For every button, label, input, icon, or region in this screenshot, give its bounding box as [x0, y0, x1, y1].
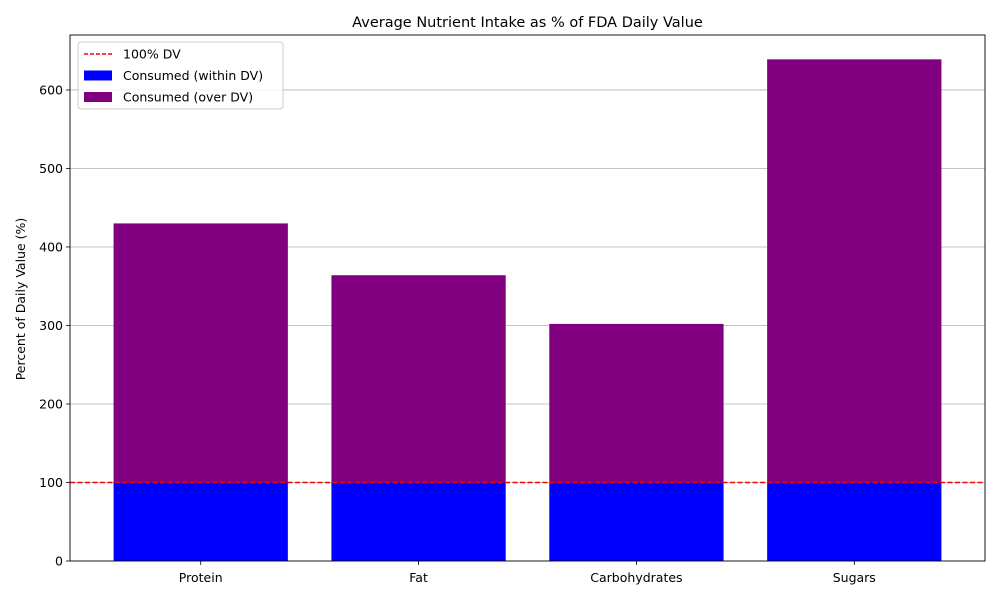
legend: 100% DV Consumed (within DV) Consumed (ove…: [77, 41, 284, 110]
tick-labels: 0 100 200 300 400 500 600 Protein Fat Carbohydrat…: [39, 82, 876, 585]
y-tick-label: 100: [39, 475, 63, 490]
plot-frame: [69, 34, 986, 562]
y-tick-label: 600: [39, 82, 63, 97]
axes: [66, 34, 986, 565]
x-tick-label: Fat: [409, 570, 428, 585]
bar-over-dv-fat: [331, 275, 506, 483]
x-tick-label: Sugars: [833, 570, 876, 585]
y-tick-label: 300: [39, 318, 63, 333]
legend-label: Consumed (within DV): [123, 68, 263, 83]
legend-box: [77, 41, 284, 110]
bar-within-dv-protein: [113, 482, 288, 561]
y-tick-label: 0: [55, 554, 63, 569]
legend-swatch-over-dv: [84, 92, 112, 102]
x-tick-label: Carbohydrates: [590, 570, 682, 585]
chart-title: Average Nutrient Intake as % of FDA Dail…: [352, 15, 703, 31]
legend-label: Consumed (over DV): [123, 90, 253, 105]
y-tick-label: 500: [39, 161, 63, 176]
y-tick-label: 200: [39, 396, 63, 411]
bar-within-dv-carbohydrates: [549, 482, 724, 561]
bar-over-dv-carbohydrates: [549, 323, 724, 483]
y-tick-label: 400: [39, 239, 63, 254]
bar-over-dv-sugars: [767, 59, 942, 483]
bar-over-dv-protein: [113, 223, 288, 483]
bar-within-dv-sugars: [767, 482, 942, 561]
x-tick-label: Protein: [179, 570, 223, 585]
legend-swatch-within-dv: [84, 70, 112, 81]
y-axis-label: Percent of Daily Value (%): [13, 218, 28, 381]
legend-label: 100% DV: [123, 47, 181, 62]
bars: [113, 59, 942, 561]
bar-within-dv-fat: [331, 482, 506, 561]
